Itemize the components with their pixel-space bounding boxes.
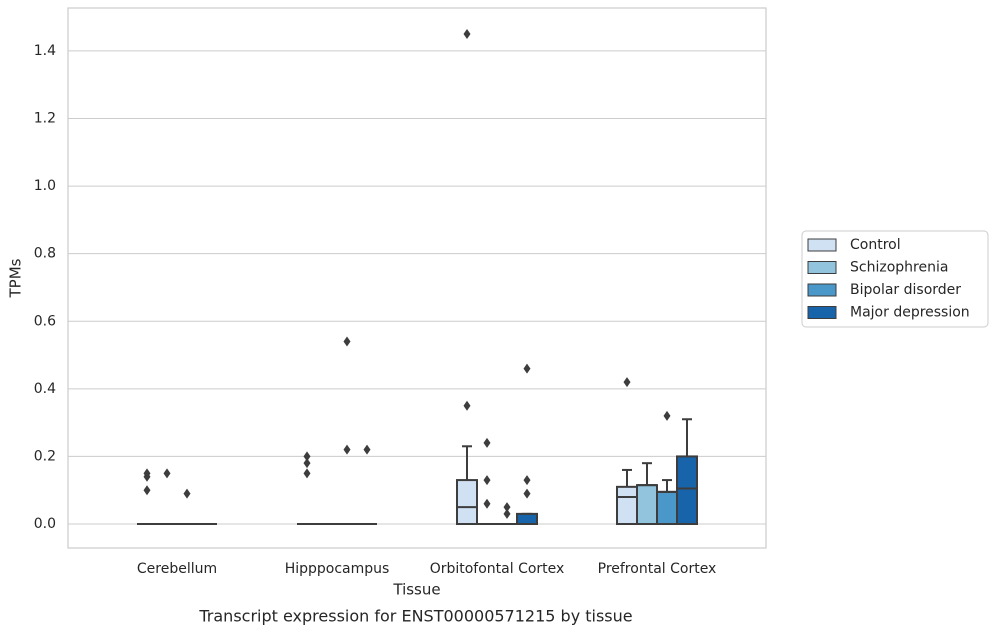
outlier <box>503 502 511 513</box>
outlier <box>143 485 151 496</box>
y-tick-label: 0.6 <box>34 313 56 329</box>
outlier <box>143 471 151 482</box>
outlier <box>623 377 631 388</box>
y-tick-label: 1.4 <box>34 43 56 59</box>
outlier <box>343 444 351 455</box>
legend-label: Schizophrenia <box>850 260 948 276</box>
y-tick-label: 0.2 <box>34 448 56 464</box>
y-tick-label: 1.2 <box>34 111 56 127</box>
outlier <box>523 475 531 486</box>
legend-swatch <box>807 261 837 274</box>
legend-label: Major depression <box>850 305 970 321</box>
x-tick-label: Prefrontal Cortex <box>598 561 717 577</box>
legend-swatch <box>807 283 837 297</box>
outlier <box>523 363 531 374</box>
legend: Control Schizophrenia Bipolar disorder Majo… <box>801 230 989 328</box>
outlier <box>303 468 311 479</box>
outlier <box>343 336 351 347</box>
legend-label: Bipolar disorder <box>850 282 961 298</box>
legend-swatch <box>807 238 837 252</box>
box <box>656 490 678 526</box>
box <box>456 479 478 526</box>
plot-frame <box>67 7 767 549</box>
y-tick-label: 1.0 <box>34 178 56 194</box>
legend-swatch <box>807 306 837 319</box>
x-axis-label: Tissue <box>392 581 440 599</box>
box <box>616 485 638 526</box>
outlier <box>663 410 671 421</box>
y-tick-label: 0.0 <box>34 516 56 532</box>
legend-label: Control <box>850 237 901 253</box>
outlier <box>303 458 311 469</box>
outlier <box>183 488 191 499</box>
box <box>676 455 698 526</box>
box <box>516 512 538 526</box>
outlier <box>483 475 491 486</box>
outlier <box>483 437 491 448</box>
box <box>636 484 658 526</box>
plot-area <box>67 7 767 549</box>
outlier <box>463 29 471 40</box>
x-tick-label: Hipppocampus <box>285 561 390 577</box>
y-tick-label: 0.4 <box>34 381 56 397</box>
x-tick-label: Cerebellum <box>137 561 217 577</box>
outlier <box>503 508 511 519</box>
outlier <box>163 468 171 479</box>
outlier <box>463 400 471 411</box>
legend-frame <box>801 230 989 328</box>
chart-title: Transcript expression for ENST0000057121… <box>198 607 632 626</box>
outlier <box>523 488 531 499</box>
outlier <box>483 498 491 509</box>
outlier <box>363 444 371 455</box>
y-axis-label: TPMs <box>7 258 25 298</box>
outlier <box>303 451 311 462</box>
y-tick-label: 0.8 <box>34 246 56 262</box>
x-tick-label: Orbitofontal Cortex <box>430 561 565 577</box>
